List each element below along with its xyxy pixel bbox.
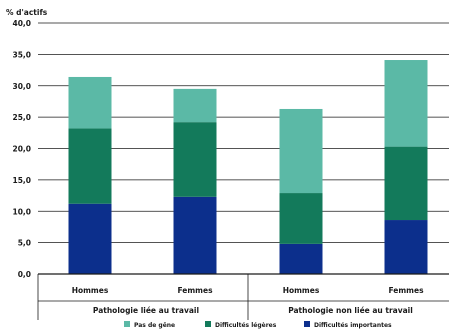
bars bbox=[68, 60, 428, 274]
y-tick-label: 35,0 bbox=[12, 50, 31, 59]
bar-segment bbox=[173, 196, 217, 274]
x-group-label: Pathologie liée au travail bbox=[93, 306, 199, 315]
bar-segment bbox=[173, 122, 217, 197]
x-tick-label: Femmes bbox=[177, 286, 213, 295]
y-tick-label: 10,0 bbox=[12, 207, 31, 216]
legend-label: Pas de gêne bbox=[134, 322, 175, 329]
x-axis-table: Hommes Femmes Hommes Femmes Pathologie liée … bbox=[37, 274, 449, 320]
legend-swatch bbox=[124, 321, 130, 327]
bar-segment bbox=[173, 88, 217, 123]
bar-segment bbox=[384, 146, 428, 221]
legend-swatch bbox=[205, 321, 211, 327]
y-tick-label: 40,0 bbox=[12, 19, 31, 28]
y-axis-label: % d'actifs bbox=[6, 8, 48, 17]
bar-segment bbox=[68, 128, 112, 204]
bar-segment bbox=[279, 108, 323, 194]
bar-segment bbox=[384, 220, 428, 274]
y-tick-label: 15,0 bbox=[12, 176, 31, 185]
legend-label: Difficultés légères bbox=[215, 322, 277, 329]
y-tick-labels: 0,0 5,0 10,0 15,0 20,0 25,0 30,0 35,0 40,0 bbox=[12, 19, 31, 279]
y-tick-label: 30,0 bbox=[12, 82, 31, 91]
x-tick-label: Hommes bbox=[72, 286, 109, 295]
y-tick-label: 5,0 bbox=[18, 239, 31, 248]
legend: Pas de gêne Difficultés légères Difficulté… bbox=[124, 321, 392, 329]
bar-segment bbox=[279, 193, 323, 244]
y-tick-label: 25,0 bbox=[12, 113, 31, 122]
bar-segment bbox=[384, 60, 428, 147]
bar-segment bbox=[279, 243, 323, 274]
bar-segment bbox=[68, 203, 112, 274]
x-tick-label: Hommes bbox=[283, 286, 320, 295]
x-group-label: Pathologie non liée au travail bbox=[288, 306, 413, 315]
y-tick-label: 20,0 bbox=[12, 145, 31, 154]
legend-label: Difficultés importantes bbox=[314, 322, 392, 329]
bar-segment bbox=[68, 76, 112, 129]
y-tick-label: 0,0 bbox=[18, 270, 31, 279]
x-tick-label: Femmes bbox=[388, 286, 424, 295]
legend-swatch bbox=[304, 321, 310, 327]
